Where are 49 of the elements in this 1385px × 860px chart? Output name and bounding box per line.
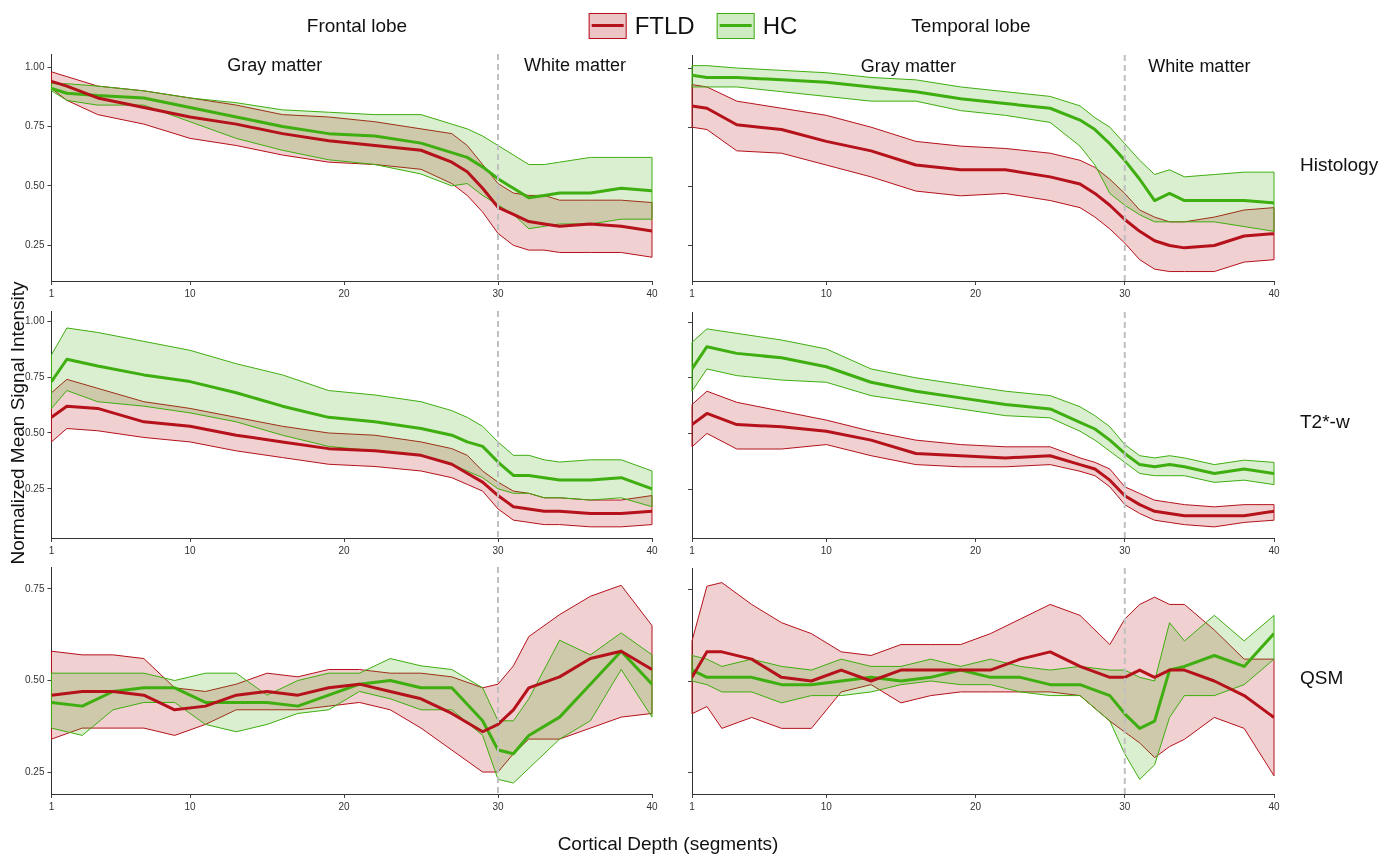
annotation: Gray matter [227,54,323,75]
chart-title: Temporal lobe [911,15,1031,37]
x-axis-title: Cortical Depth (segments) [557,833,779,855]
x-tick-label: 10 [820,544,833,556]
x-tick-label: 10 [184,287,197,299]
x-tick-label: 1 [689,800,696,812]
y-tick-label: 0.25 [24,765,45,777]
annotation: Gray matter [860,55,956,76]
x-tick-label: 20 [969,800,982,812]
x-tick-label: 1 [48,287,55,299]
annotation: White matter [523,54,627,75]
x-tick-label: 1 [689,544,696,556]
x-tick-label: 10 [184,544,197,556]
x-tick-label: 40 [646,287,658,299]
x-tick-label: 40 [1268,800,1280,812]
x-tick-label: 20 [969,287,982,299]
legend-label: HC [762,12,798,40]
x-tick-label: 30 [1119,287,1131,299]
x-tick-label: 20 [338,544,351,556]
x-tick-label: 1 [48,544,55,556]
x-tick-label: 20 [338,287,351,299]
x-tick-label: 40 [1268,544,1280,556]
x-tick-label: 30 [1119,800,1131,812]
x-tick-label: 30 [492,287,505,299]
x-tick-label: 10 [184,800,197,812]
y-tick-label: 0.75 [24,582,45,594]
x-tick-label: 30 [492,544,505,556]
x-tick-label: 30 [1119,544,1131,556]
x-tick-label: 40 [1268,287,1280,299]
y-tick-label: 1.00 [24,60,45,72]
chart-title: Frontal lobe [306,15,408,37]
y-tick-label: 0.25 [24,239,45,251]
x-tick-label: 20 [969,544,982,556]
y2-axis-title: T2*-w [1300,411,1350,433]
annotation: White matter [1148,55,1251,76]
x-tick-label: 40 [646,800,658,812]
x-tick-label: 20 [338,800,351,812]
x-tick-label: 40 [646,544,658,556]
x-tick-label: 10 [820,287,833,299]
y-tick-label: 0.50 [24,674,45,686]
y-tick-label: 0.50 [24,179,45,191]
y2-axis-title: QSM [1300,667,1344,689]
x-tick-label: 1 [689,287,696,299]
x-tick-label: 30 [492,800,505,812]
y2-axis-title: Histology [1300,154,1379,176]
legend-label: FTLD [634,12,695,40]
x-tick-label: 1 [48,800,55,812]
x-tick-label: 10 [820,800,833,812]
y-tick-label: 0.75 [24,120,45,132]
